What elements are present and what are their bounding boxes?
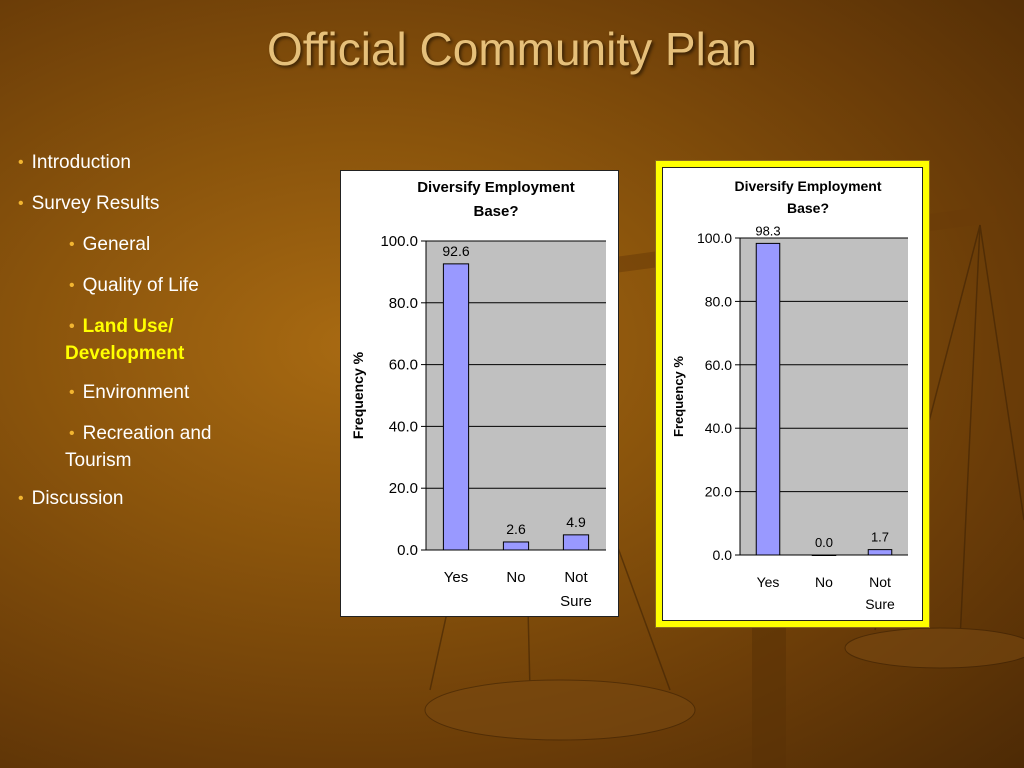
outline-item-label: Discussion [31,488,124,509]
bar-chart-right: Diversify Employment Base? 0.0 20.0 40.0 60.0… [671,178,908,612]
data-label: 92.6 [442,243,469,259]
chart-title: Diversify Employment [734,178,881,194]
outline-item: • Discussion [18,486,123,513]
bar [442,263,470,551]
bar [502,541,530,551]
bullet-icon: • [69,277,75,294]
y-tick-label: 40.0 [705,420,732,436]
y-tick-label: 100.0 [380,233,418,250]
bullet-icon: • [18,195,24,212]
bullet-icon: • [69,318,75,335]
y-tick-label: 80.0 [389,295,418,312]
x-tick-label: Yes [444,569,468,586]
outline-item: • Quality of Life [69,273,199,300]
outline-item: • Environment [69,380,189,407]
y-axis-title: Frequency % [350,351,366,439]
chart-frame-right-highlighted: Diversify Employment Base? 0.0 20.0 40.0 60.0… [656,161,929,627]
y-tick-label: 60.0 [389,357,418,374]
x-tick-label: No [815,574,833,590]
outline-item: • General [69,232,150,259]
bullet-icon: • [69,384,75,401]
chart-frame-left: Diversify Employment Base? 0.0 20.0 40.0 60.0… [340,170,619,617]
x-tick-label: Sure [560,593,592,610]
data-label: 1.7 [871,530,889,545]
outline-item-label: Recreation and [82,423,212,444]
y-tick-label: 0.0 [397,542,418,559]
x-tick-label: Not [869,574,891,590]
y-tick-label: 100.0 [697,230,732,246]
slide-title: Official Community Plan [267,23,757,75]
x-tick-label: Sure [865,596,895,612]
outline-item: • Recreation and Tourism [65,421,212,474]
chart-title: Base? [473,203,518,220]
x-tick-label: No [506,569,525,586]
chart-title: Diversify Employment [417,179,575,196]
bullet-icon: • [69,425,75,442]
chart-title: Base? [787,200,829,216]
bullet-icon: • [18,154,24,171]
bar [755,242,781,556]
x-tick-label: Not [564,569,588,586]
x-tick-label: Yes [757,574,780,590]
outline-item: • Survey Results [18,191,159,218]
outline-item-label: Environment [82,382,190,403]
outline-item-label: Introduction [31,152,131,173]
bar-chart-left: Diversify Employment Base? 0.0 20.0 40.0 60.0… [350,179,606,610]
bar [867,549,893,556]
y-tick-label: 20.0 [705,484,732,500]
data-label: 2.6 [506,521,526,537]
y-tick-label: 40.0 [389,418,418,435]
outline-item-label-continued: Development [65,343,185,364]
y-tick-label: 80.0 [705,293,732,309]
outline-item-label: General [82,234,151,255]
outline-item: • Introduction [18,150,131,177]
bullet-icon: • [18,490,24,507]
bar [811,554,837,556]
data-label: 0.0 [815,535,833,550]
outline-item: • Land Use/Development [65,314,184,367]
outline-item-label: Quality of Life [82,275,199,296]
y-tick-label: 0.0 [713,547,733,563]
outline-item-label-continued: Tourism [65,450,132,471]
outline-item-label: Survey Results [31,193,160,214]
y-axis-title: Frequency % [671,356,686,437]
bullet-icon: • [69,236,75,253]
bar [562,534,590,551]
outline-item-label: Land Use/ [82,316,174,337]
data-label: 98.3 [755,223,780,238]
data-label: 4.9 [566,514,586,530]
y-tick-label: 20.0 [389,480,418,497]
y-tick-label: 60.0 [705,357,732,373]
